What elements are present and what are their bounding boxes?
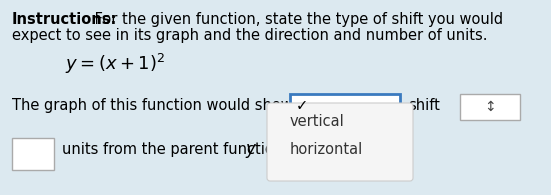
Text: $y$: $y$ bbox=[245, 142, 257, 160]
Text: ✓: ✓ bbox=[296, 98, 308, 113]
Text: horizontal: horizontal bbox=[290, 142, 363, 157]
Bar bbox=[12, 138, 54, 170]
Bar bbox=[460, 94, 520, 120]
Text: The graph of this function would show: The graph of this function would show bbox=[12, 98, 298, 113]
Text: units from the parent function: units from the parent function bbox=[62, 142, 288, 157]
Text: $y = (x + 1)^2$: $y = (x + 1)^2$ bbox=[65, 52, 165, 76]
FancyBboxPatch shape bbox=[267, 103, 413, 181]
Text: expect to see in its graph and the direction and number of units.: expect to see in its graph and the direc… bbox=[12, 28, 488, 43]
Text: ↕: ↕ bbox=[484, 100, 496, 114]
Bar bbox=[290, 94, 400, 120]
Text: shift: shift bbox=[408, 98, 440, 113]
Text: vertical: vertical bbox=[290, 114, 345, 129]
Text: Instructions:: Instructions: bbox=[12, 12, 117, 27]
Text: For the given function, state the type of shift you would: For the given function, state the type o… bbox=[90, 12, 503, 27]
